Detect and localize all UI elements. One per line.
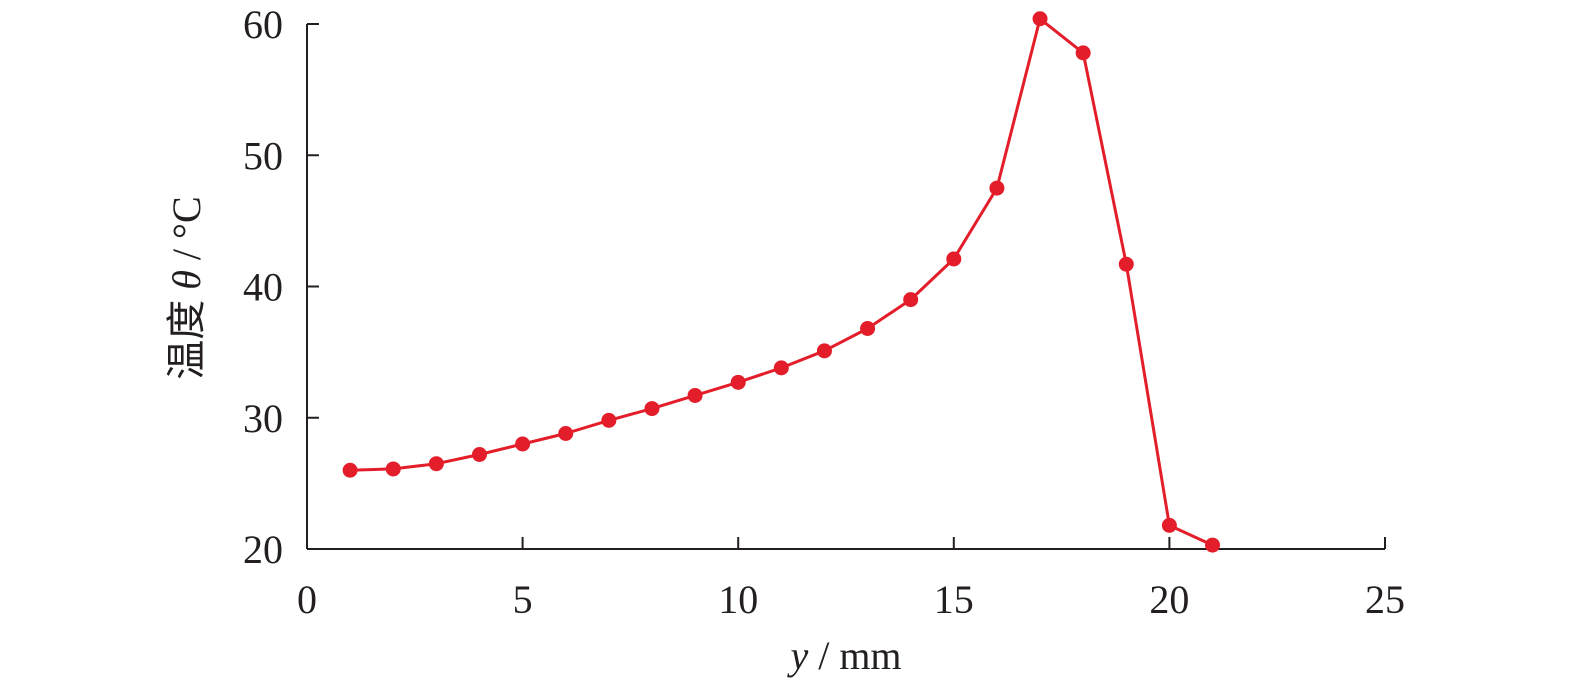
x-tick-label: 0	[297, 577, 317, 622]
y-ticks: 20 30 40 50 60	[243, 2, 319, 572]
y-axis-variable: θ	[164, 270, 209, 290]
data-point	[515, 436, 531, 452]
series-group	[342, 11, 1221, 553]
y-tick-label: 60	[243, 2, 283, 47]
y-tick-label: 30	[243, 396, 283, 441]
data-point	[1161, 517, 1177, 533]
y-axis-title: 温度 θ / °C	[164, 196, 209, 379]
x-tick-label: 5	[513, 577, 533, 622]
x-tick-label: 10	[718, 577, 758, 622]
y-tick-label: 20	[243, 527, 283, 572]
data-point	[1118, 256, 1134, 272]
x-tick-label: 25	[1365, 577, 1405, 622]
data-point	[946, 251, 962, 267]
data-point	[860, 321, 876, 336]
data-point	[471, 447, 487, 462]
data-point	[1032, 11, 1048, 27]
data-point	[342, 462, 358, 478]
y-tick-label: 50	[243, 133, 283, 178]
data-point	[1075, 45, 1091, 61]
x-ticks: 0 5 10 15 20 25	[297, 537, 1405, 622]
x-axis-variable: y	[786, 633, 808, 678]
data-point	[644, 401, 660, 417]
y-tick-label: 40	[243, 265, 283, 310]
data-point	[1205, 537, 1221, 553]
data-point	[730, 374, 746, 390]
data-point	[903, 292, 919, 308]
data-point	[989, 180, 1005, 196]
x-tick-label: 20	[1149, 577, 1189, 622]
data-point	[428, 456, 444, 472]
series-line	[350, 17, 1214, 547]
y-axis-unit: / °C	[164, 196, 209, 270]
x-axis-unit: / mm	[808, 633, 901, 678]
data-point	[773, 360, 789, 376]
x-tick-label: 15	[934, 577, 974, 622]
data-point	[558, 426, 574, 441]
x-axis-title: y / mm	[786, 633, 901, 678]
data-point	[687, 387, 703, 403]
y-axis-prefix: 温度	[164, 290, 209, 380]
axes	[306, 24, 1385, 550]
data-point	[601, 412, 617, 428]
data-point	[816, 343, 832, 359]
data-point	[385, 461, 401, 477]
